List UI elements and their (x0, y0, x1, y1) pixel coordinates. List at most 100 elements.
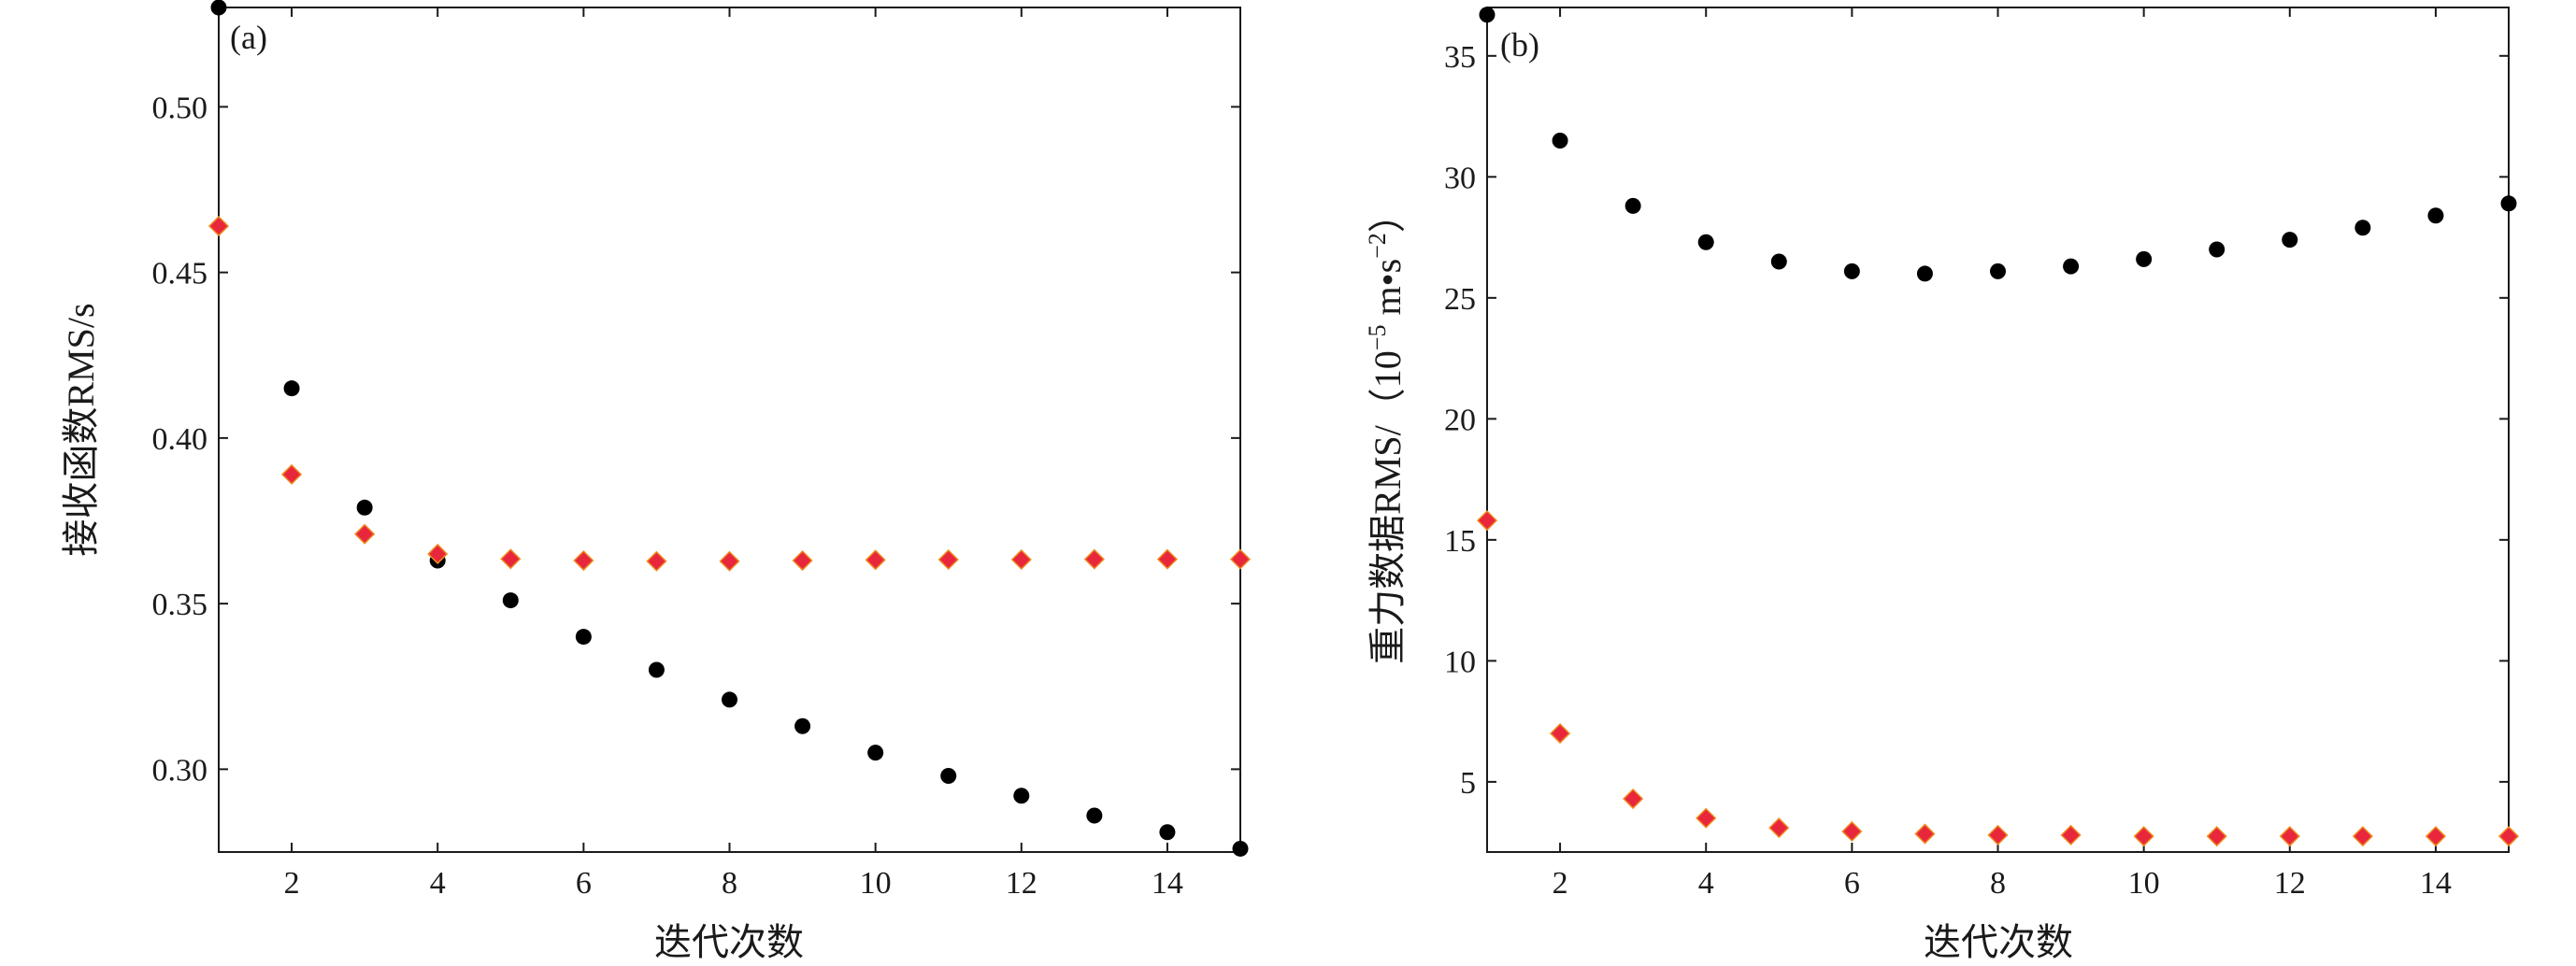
panel-a-x-tick-label: 8 (722, 866, 737, 901)
panel-b-x-tick-label: 6 (1844, 866, 1860, 901)
panel-b-diamond-point (1841, 820, 1863, 843)
panel-b-y-tick-label: 25 (1444, 282, 1476, 317)
panel-a-diamond-point (573, 549, 594, 572)
panel-a-x-tick-label: 6 (576, 866, 592, 901)
panel-a-diamond-point (1229, 548, 1252, 570)
panel-a-diamond-point (427, 543, 449, 565)
panel-b-circle-point (1990, 263, 2006, 279)
panel-b-diamond-point (1476, 510, 1498, 532)
panel-b-x-tick-label: 14 (2420, 866, 2452, 901)
panel-a-series (208, 0, 1252, 857)
panel-a-diamond-point (1083, 548, 1105, 570)
panel-b-y-title-main: 重力数据RMS/（10 (1367, 350, 1409, 664)
panel-b: 2 4 6 8 10 12 14 5 10 15 20 25 30 35 (b) 迭代次数 重力数据RM… (1364, 7, 2520, 963)
panel-b-circle-point (2282, 232, 2298, 249)
panel-b-x-axis-title: 迭代次数 (1924, 921, 2073, 963)
panel-b-x-tick-label: 2 (1553, 866, 1568, 901)
panel-b-x-tick-label: 8 (1990, 866, 2006, 901)
panel-b-diamond-point (1987, 824, 2009, 845)
panel-b-circle-point (1624, 197, 1641, 214)
panel-b-y-title-exp1: −5 (1364, 325, 1391, 351)
panel-b-y-title-exp2: −2 (1364, 233, 1391, 259)
panel-b-y-axis-title: 重力数据RMS/（10−5 m•s−2） (1364, 195, 1409, 664)
panel-a-circle-point (1013, 788, 1030, 804)
panel-a-circle-point (867, 745, 884, 761)
panel-b-circle-point (1843, 263, 1860, 279)
panel-b-y-tick-label: 15 (1444, 524, 1476, 559)
panel-a-x-axis: 2 4 6 8 10 12 14 (284, 7, 1183, 901)
panel-a-diamond-point (1010, 548, 1032, 571)
panel-b-circle-point (1916, 265, 1933, 282)
panel-a-circle-point (1086, 807, 1103, 824)
panel-a-x-tick-label: 12 (1006, 866, 1038, 901)
panel-a-y-axis: 0.30 0.35 0.40 0.45 0.50 (152, 91, 1240, 788)
panel-b-circle-point (2500, 195, 2517, 212)
panel-a-x-tick-label: 4 (430, 866, 446, 901)
panel-b-circle-point (2136, 250, 2153, 267)
panel-b-diamond-point (2133, 826, 2154, 847)
panel-b-diamond-point (2425, 826, 2446, 847)
panel-a-y-tick-label: 0.50 (152, 91, 208, 125)
panel-b-y-tick-label: 35 (1444, 40, 1476, 75)
panel-a-circle-point (502, 592, 519, 609)
panel-a-diamond-point (646, 550, 667, 572)
panel-a-y-tick-label: 0.35 (152, 588, 208, 622)
panel-b-diamond-point (1696, 807, 1717, 829)
panel-a-diamond-point (937, 548, 959, 571)
panel-a-x-tick-label: 14 (1152, 866, 1183, 901)
panel-b-x-tick-label: 4 (1698, 866, 1714, 901)
panel-b-circle-point (1479, 7, 1496, 23)
panel-a-y-tick-label: 0.45 (152, 257, 208, 291)
panel-b-circle-point (1697, 234, 1714, 250)
panel-a-circle-point (283, 380, 300, 397)
panel-a-circle-point (648, 661, 665, 678)
panel-b-x-axis: 2 4 6 8 10 12 14 (1553, 7, 2452, 901)
panel-a-circle-point (940, 767, 957, 784)
panel-a-circle-point (1232, 840, 1249, 857)
panel-a-circle-point (1159, 824, 1176, 841)
panel-a-y-tick-label: 0.30 (152, 753, 208, 788)
panel-a-x-tick-label: 2 (284, 866, 300, 901)
panel-b-x-tick-label: 10 (2128, 866, 2160, 901)
panel-b-y-title-mid: m•s (1367, 259, 1409, 325)
panel-a-y-axis-title: 接收函数RMS/s (60, 303, 102, 556)
panel-b-diamond-point (1768, 817, 1790, 839)
panel-a-x-axis-title: 迭代次数 (654, 921, 804, 963)
panel-b-y-title-end: ） (1367, 195, 1409, 233)
panel-a-label: (a) (230, 19, 267, 56)
panel-b-y-tick-label: 10 (1444, 645, 1476, 679)
panel-b-circle-point (2209, 241, 2225, 258)
panel-b-circle-point (1552, 132, 1568, 149)
panel-a: 2 4 6 8 10 12 14 0.30 0.35 0.40 0.45 0.50 (a) 迭代次数… (60, 0, 1252, 963)
panel-a-diamond-point (354, 523, 376, 545)
panel-b-diamond-point (2279, 826, 2300, 847)
panel-a-diamond-point (719, 550, 740, 572)
panel-b-circle-point (2063, 258, 2080, 275)
panel-b-series (1476, 7, 2520, 847)
panel-a-x-tick-label: 10 (860, 866, 892, 901)
panel-a-diamond-point (208, 215, 230, 237)
panel-a-diamond-point (281, 463, 303, 485)
panel-b-label: (b) (1500, 26, 1539, 64)
panel-b-circle-point (2427, 207, 2444, 224)
panel-a-circle-point (722, 691, 737, 708)
panel-a-circle-point (356, 499, 373, 516)
panel-a-frame (218, 7, 1241, 853)
panel-b-diamond-point (2352, 826, 2373, 847)
panel-b-y-tick-label: 30 (1444, 161, 1476, 195)
panel-a-diamond-point (500, 548, 522, 570)
panel-b-frame (1486, 7, 2510, 853)
panel-b-diamond-point (2206, 826, 2227, 847)
panel-b-diamond-point (1550, 723, 1571, 745)
panel-b-x-tick-label: 12 (2274, 866, 2306, 901)
panel-b-circle-point (2354, 220, 2371, 236)
panel-b-diamond-point (2497, 826, 2520, 847)
panel-b-y-tick-label: 20 (1444, 403, 1476, 437)
panel-a-circle-point (575, 629, 592, 646)
panel-a-diamond-point (1156, 548, 1178, 570)
panel-a-diamond-point (792, 549, 813, 572)
panel-a-y-tick-label: 0.40 (152, 422, 208, 457)
panel-b-diamond-point (2060, 824, 2082, 845)
panel-a-diamond-point (865, 549, 886, 571)
